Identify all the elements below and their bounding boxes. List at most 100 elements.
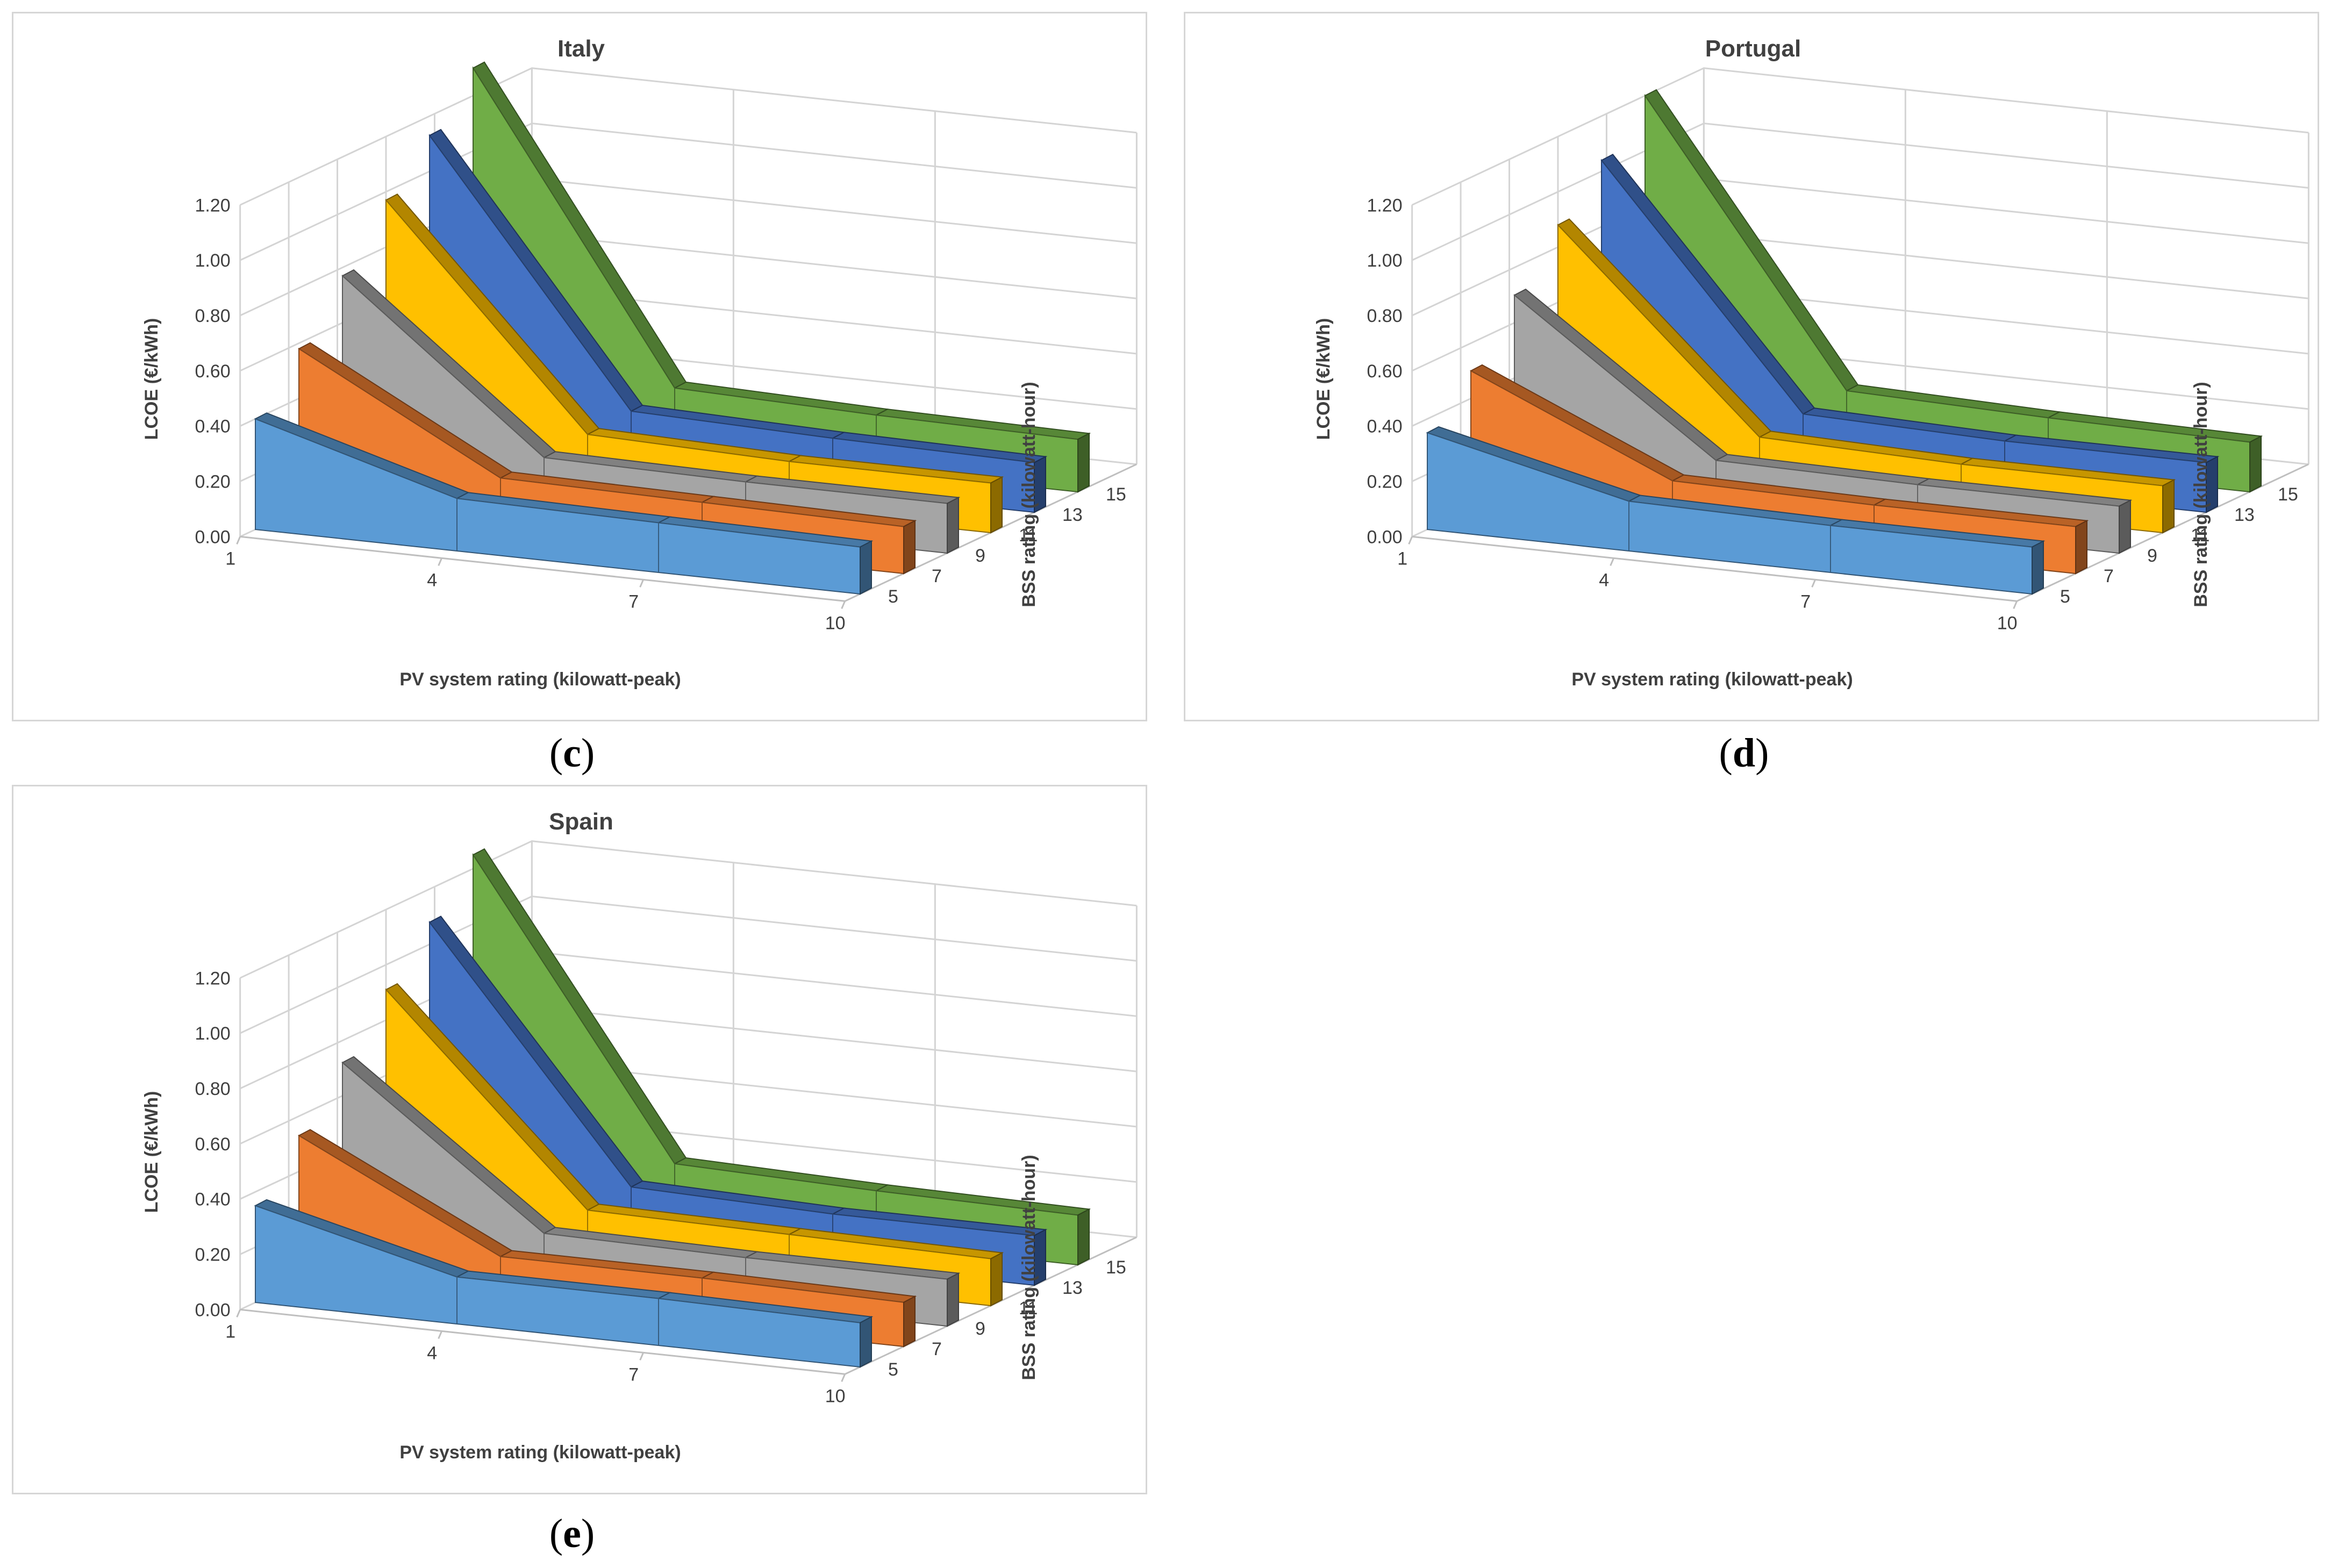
spain-ztick-label-2: 9 [975, 1319, 985, 1339]
portugal-ztick-label-0: 5 [2060, 586, 2070, 607]
italy-series-15-end [1077, 432, 1090, 493]
chart-svg-portugal: 0.00 0.20 0.40 0.60 0.80 1.00 1.20 1 4 7 10 5 7 9 11 13… [1313, 35, 2309, 690]
italy-series-11-end [990, 476, 1003, 534]
portugal-ytick-label-5: 1.00 [1367, 250, 1402, 271]
portugal-xtick-1 [1610, 557, 1615, 566]
portugal-xtick-3 [2013, 600, 2018, 609]
caption-e: (e) [549, 1511, 595, 1556]
italy-ytick-label-1: 0.20 [195, 471, 230, 492]
caption-d-letter: d [1732, 731, 1756, 776]
spain-zlabel: BSS rating (kilowatt-hour) [1019, 1155, 1039, 1380]
italy-ztick-label-2: 9 [975, 546, 985, 566]
spain-series-9-end [947, 1272, 959, 1327]
spain-xlabel: PV system rating (kilowatt-peak) [399, 1442, 681, 1463]
italy-gridline-6 [239, 67, 1137, 206]
portugal-ytick-label-2: 0.40 [1367, 417, 1402, 437]
spain-series-5 [254, 1199, 874, 1368]
portugal-xtick-label-1: 4 [1599, 570, 1609, 590]
caption-d: (d) [1719, 731, 1769, 776]
portugal-xtick-label-0: 1 [1397, 548, 1407, 569]
chart-panel-portugal: 0.00 0.20 0.40 0.60 0.80 1.00 1.20 1 4 7 10 5 7 9 11 13… [1184, 12, 2319, 721]
italy-ytick-label-0: 0.00 [195, 527, 230, 547]
portugal-xtick-0 [1408, 536, 1413, 545]
spain-ytick-label-1: 0.20 [195, 1244, 230, 1265]
italy-ztick-label-1: 7 [932, 566, 942, 586]
spain-xtick-3 [841, 1373, 846, 1382]
spain-xtick-0 [236, 1309, 241, 1318]
spain-xtick-1 [438, 1330, 443, 1339]
spain-ylabel: LCOE (€/kWh) [141, 1091, 162, 1213]
portugal-gridline-6 [1411, 67, 2309, 206]
italy-title: Italy [557, 35, 605, 62]
italy-series-7-end [903, 519, 916, 575]
portugal-ytick-label-3: 0.60 [1367, 361, 1402, 382]
italy-xtick-0 [236, 536, 241, 545]
spain-ztick-label-1: 7 [932, 1339, 942, 1359]
spain-gridline-5 [239, 895, 1137, 1034]
italy-ytick-label-3: 0.60 [195, 361, 230, 382]
italy-ytick-label-6: 1.20 [195, 195, 230, 216]
portugal-ztick-label-3: 11 [2191, 525, 2210, 546]
italy-series-13-end [1034, 455, 1046, 513]
spain-axes: 0.00 0.20 0.40 0.60 0.80 1.00 1.20 1 4 7 10 5 7 9 11 13… [195, 968, 1126, 1406]
spain-ytick-label-6: 1.20 [195, 968, 230, 989]
spain-xtick-label-1: 4 [427, 1343, 437, 1363]
italy-axes: 0.00 0.20 0.40 0.60 0.80 1.00 1.20 1 4 7 10 5 7 9 11 13… [195, 195, 1126, 633]
portugal-ytick-label-1: 0.20 [1367, 471, 1402, 492]
italy-gridline-5 [239, 122, 1137, 261]
italy-xtick-label-1: 4 [427, 570, 437, 590]
chart-svg-spain: 0.00 0.20 0.40 0.60 0.80 1.00 1.20 1 4 7 10 5 7 9 11 13… [141, 808, 1138, 1463]
spain-title: Spain [549, 808, 613, 835]
spain-ztick-label-3: 11 [1019, 1298, 1038, 1319]
spain-ytick-label-0: 0.00 [195, 1300, 230, 1320]
portugal-title: Portugal [1705, 35, 1801, 62]
italy-ytick-label-2: 0.40 [195, 417, 230, 437]
italy-series-5 [254, 412, 874, 595]
spain-ytick-label-2: 0.40 [195, 1190, 230, 1210]
portugal-xlabel: PV system rating (kilowatt-peak) [1571, 669, 1853, 690]
spain-xtick-label-0: 1 [225, 1321, 235, 1342]
portugal-xtick-label-2: 7 [1800, 591, 1811, 612]
italy-ztick-label-4: 13 [1062, 505, 1083, 525]
portugal-ztick-label-4: 13 [2234, 505, 2255, 525]
italy-xlabel: PV system rating (kilowatt-peak) [399, 669, 681, 690]
chart-svg-italy: 0.00 0.20 0.40 0.60 0.80 1.00 1.20 1 4 7 10 5 7 9 11 13… [141, 35, 1138, 690]
italy-xtick-1 [438, 557, 443, 566]
portugal-ztick-label-2: 9 [2147, 546, 2157, 566]
portugal-series-5 [1426, 426, 2046, 595]
portugal-ylabel: LCOE (€/kWh) [1313, 318, 1334, 440]
spain-ytick-label-3: 0.60 [195, 1134, 230, 1155]
spain-ytick-label-5: 1.00 [195, 1023, 230, 1044]
chart-panel-italy: 0.00 0.20 0.40 0.60 0.80 1.00 1.20 1 4 7 10 5 7 9 11 13… [12, 12, 1147, 721]
portugal-zlabel: BSS rating (kilowatt-hour) [2191, 382, 2211, 607]
italy-xtick-label-3: 10 [825, 613, 846, 633]
spain-ytick-label-4: 0.80 [195, 1079, 230, 1099]
italy-ytick-label-4: 0.80 [195, 306, 230, 326]
portugal-gridline-4 [1411, 177, 2309, 317]
portugal-ztick-label-1: 7 [2104, 566, 2114, 586]
portugal-xtick-2 [1811, 579, 1817, 588]
italy-series-5-end [860, 540, 872, 595]
spain-ztick-label-0: 5 [888, 1359, 898, 1380]
portugal-series-13-end [2206, 455, 2218, 513]
italy-zlabel: BSS rating (kilowatt-hour) [1019, 382, 1039, 607]
portugal-ytick-label-0: 0.00 [1367, 527, 1402, 547]
caption-c: (c) [549, 731, 595, 776]
italy-xtick-label-2: 7 [628, 591, 639, 612]
italy-xtick-3 [841, 600, 846, 609]
portugal-series-11-end [2162, 478, 2175, 534]
italy-xtick-label-0: 1 [225, 548, 235, 569]
spain-gridline-4 [239, 950, 1137, 1090]
spain-series-13-end [1034, 1228, 1046, 1286]
portugal-series-7-end [2075, 519, 2087, 575]
italy-series-9-end [947, 496, 959, 554]
spain-series-11-end [990, 1251, 1003, 1307]
spain-series-7-end [903, 1295, 916, 1348]
portugal-ytick-label-6: 1.20 [1367, 195, 1402, 216]
spain-xtick-label-3: 10 [825, 1386, 846, 1406]
chart-panel-spain: 0.00 0.20 0.40 0.60 0.80 1.00 1.20 1 4 7 10 5 7 9 11 13… [12, 785, 1147, 1494]
italy-ztick-label-3: 11 [1019, 525, 1038, 546]
portugal-series-5-end [2032, 540, 2044, 595]
spain-gridline-6 [239, 840, 1137, 979]
portugal-ytick-label-4: 0.80 [1367, 306, 1402, 326]
